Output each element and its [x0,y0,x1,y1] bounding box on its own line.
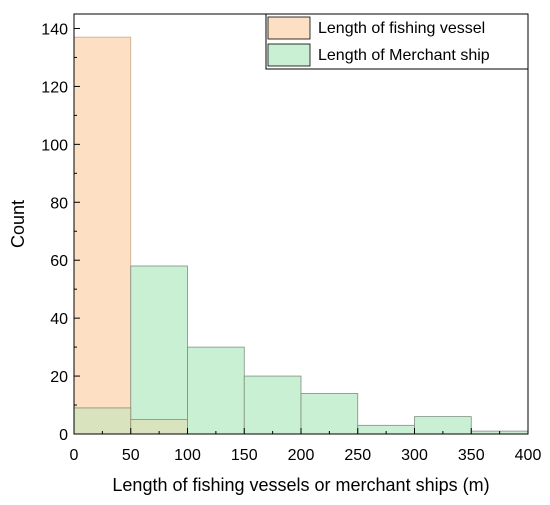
x-tick-label-350: 350 [458,447,485,464]
y-tick-label-140: 140 [41,21,68,38]
y-tick-label-100: 100 [41,137,68,154]
legend-swatch-fishing [267,16,311,40]
x-tick-label-250: 250 [344,447,371,464]
bar-merchant-100-150 [187,346,245,435]
x-tick-label-400: 400 [515,447,542,464]
y-axis-title: Count [8,200,28,248]
y-tick-label-20: 20 [50,369,68,386]
bar-fishing-0-50 [73,36,132,435]
bar-merchant-150-200 [243,375,302,435]
y-tick-label-0: 0 [59,427,68,444]
x-tick-label-0: 0 [70,447,79,464]
legend-label-merchant: Length of Merchant ship [318,47,490,64]
bar-merchant-50-100 [130,265,188,435]
y-tick-label-80: 80 [50,195,68,212]
y-tick-label-40: 40 [50,311,68,328]
x-tick-label-300: 300 [401,447,428,464]
bar-overlap-0-50 [73,407,132,435]
bars-layer [73,36,529,435]
legend-swatch-merchant [267,43,311,67]
x-tick-label-200: 200 [288,447,315,464]
bar-merchant-200-250 [300,393,359,435]
x-tick-label-100: 100 [174,447,201,464]
x-tick-label-150: 150 [231,447,258,464]
legend: Length of fishing vessel Length of Merch… [265,13,529,70]
y-tick-label-120: 120 [41,79,68,96]
ticks-layer: 0 50 100 150 200 250 300 350 400 0 20 40 60 80 100 120 1… [41,21,541,464]
y-tick-label-60: 60 [50,253,68,270]
x-axis-title: Length of fishing vessels or merchant sh… [112,475,489,495]
legend-label-fishing: Length of fishing vessel [318,20,485,37]
x-tick-label-50: 50 [122,447,140,464]
